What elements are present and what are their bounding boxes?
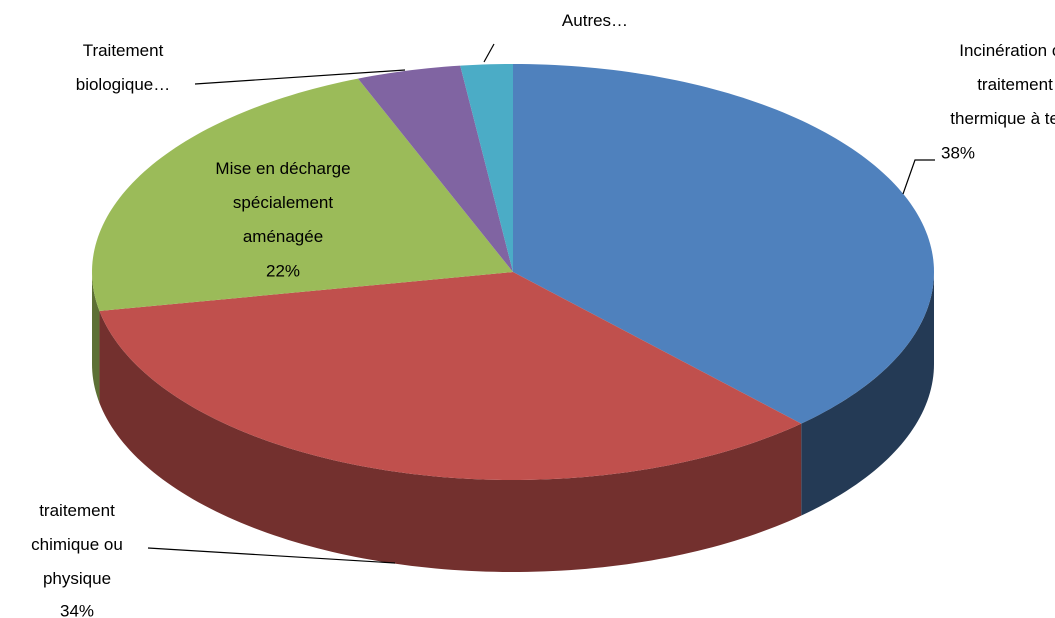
labels: Incinération ou traitement thermique à ter… — [31, 11, 1055, 618]
slice-side — [99, 310, 802, 572]
slice-side — [801, 272, 934, 516]
slice — [460, 64, 513, 272]
value-label: 34% — [60, 601, 94, 618]
pie-tops — [92, 64, 934, 480]
category-label: Incinération ou traitement thermique à ter… — [950, 41, 1055, 128]
label-line: traitement — [977, 75, 1053, 94]
label-line: Mise en décharge — [215, 159, 350, 178]
leader-line — [902, 159, 935, 195]
category-label: traitement chimique ou physique — [31, 501, 123, 588]
slice-side — [92, 272, 100, 403]
category-label: Traitement biologique… — [76, 41, 171, 94]
pie-sides — [92, 272, 934, 572]
label-line: biologique… — [76, 75, 171, 94]
label-line: Autres… — [562, 11, 628, 30]
category-label: Mise en décharge spécialement aménagée — [215, 159, 350, 246]
leader-line — [147, 547, 396, 564]
value-label: 38% — [941, 143, 975, 162]
value-label: 22% — [266, 261, 300, 280]
label-line: physique — [43, 569, 111, 588]
slice — [513, 64, 934, 424]
leader-line — [194, 69, 406, 85]
label-line: aménagée — [243, 227, 323, 246]
label-line: traitement — [39, 501, 115, 520]
slice — [99, 272, 802, 480]
slice — [92, 78, 514, 311]
label-line: chimique ou — [31, 535, 123, 554]
label-line: Traitement — [83, 41, 164, 60]
category-label: Autres… — [562, 11, 628, 30]
leader-line — [483, 43, 495, 63]
label-line: Incinération ou — [959, 41, 1055, 60]
slice — [358, 65, 513, 272]
label-line: thermique à terre — [950, 109, 1055, 128]
label-line: spécialement — [233, 193, 333, 212]
